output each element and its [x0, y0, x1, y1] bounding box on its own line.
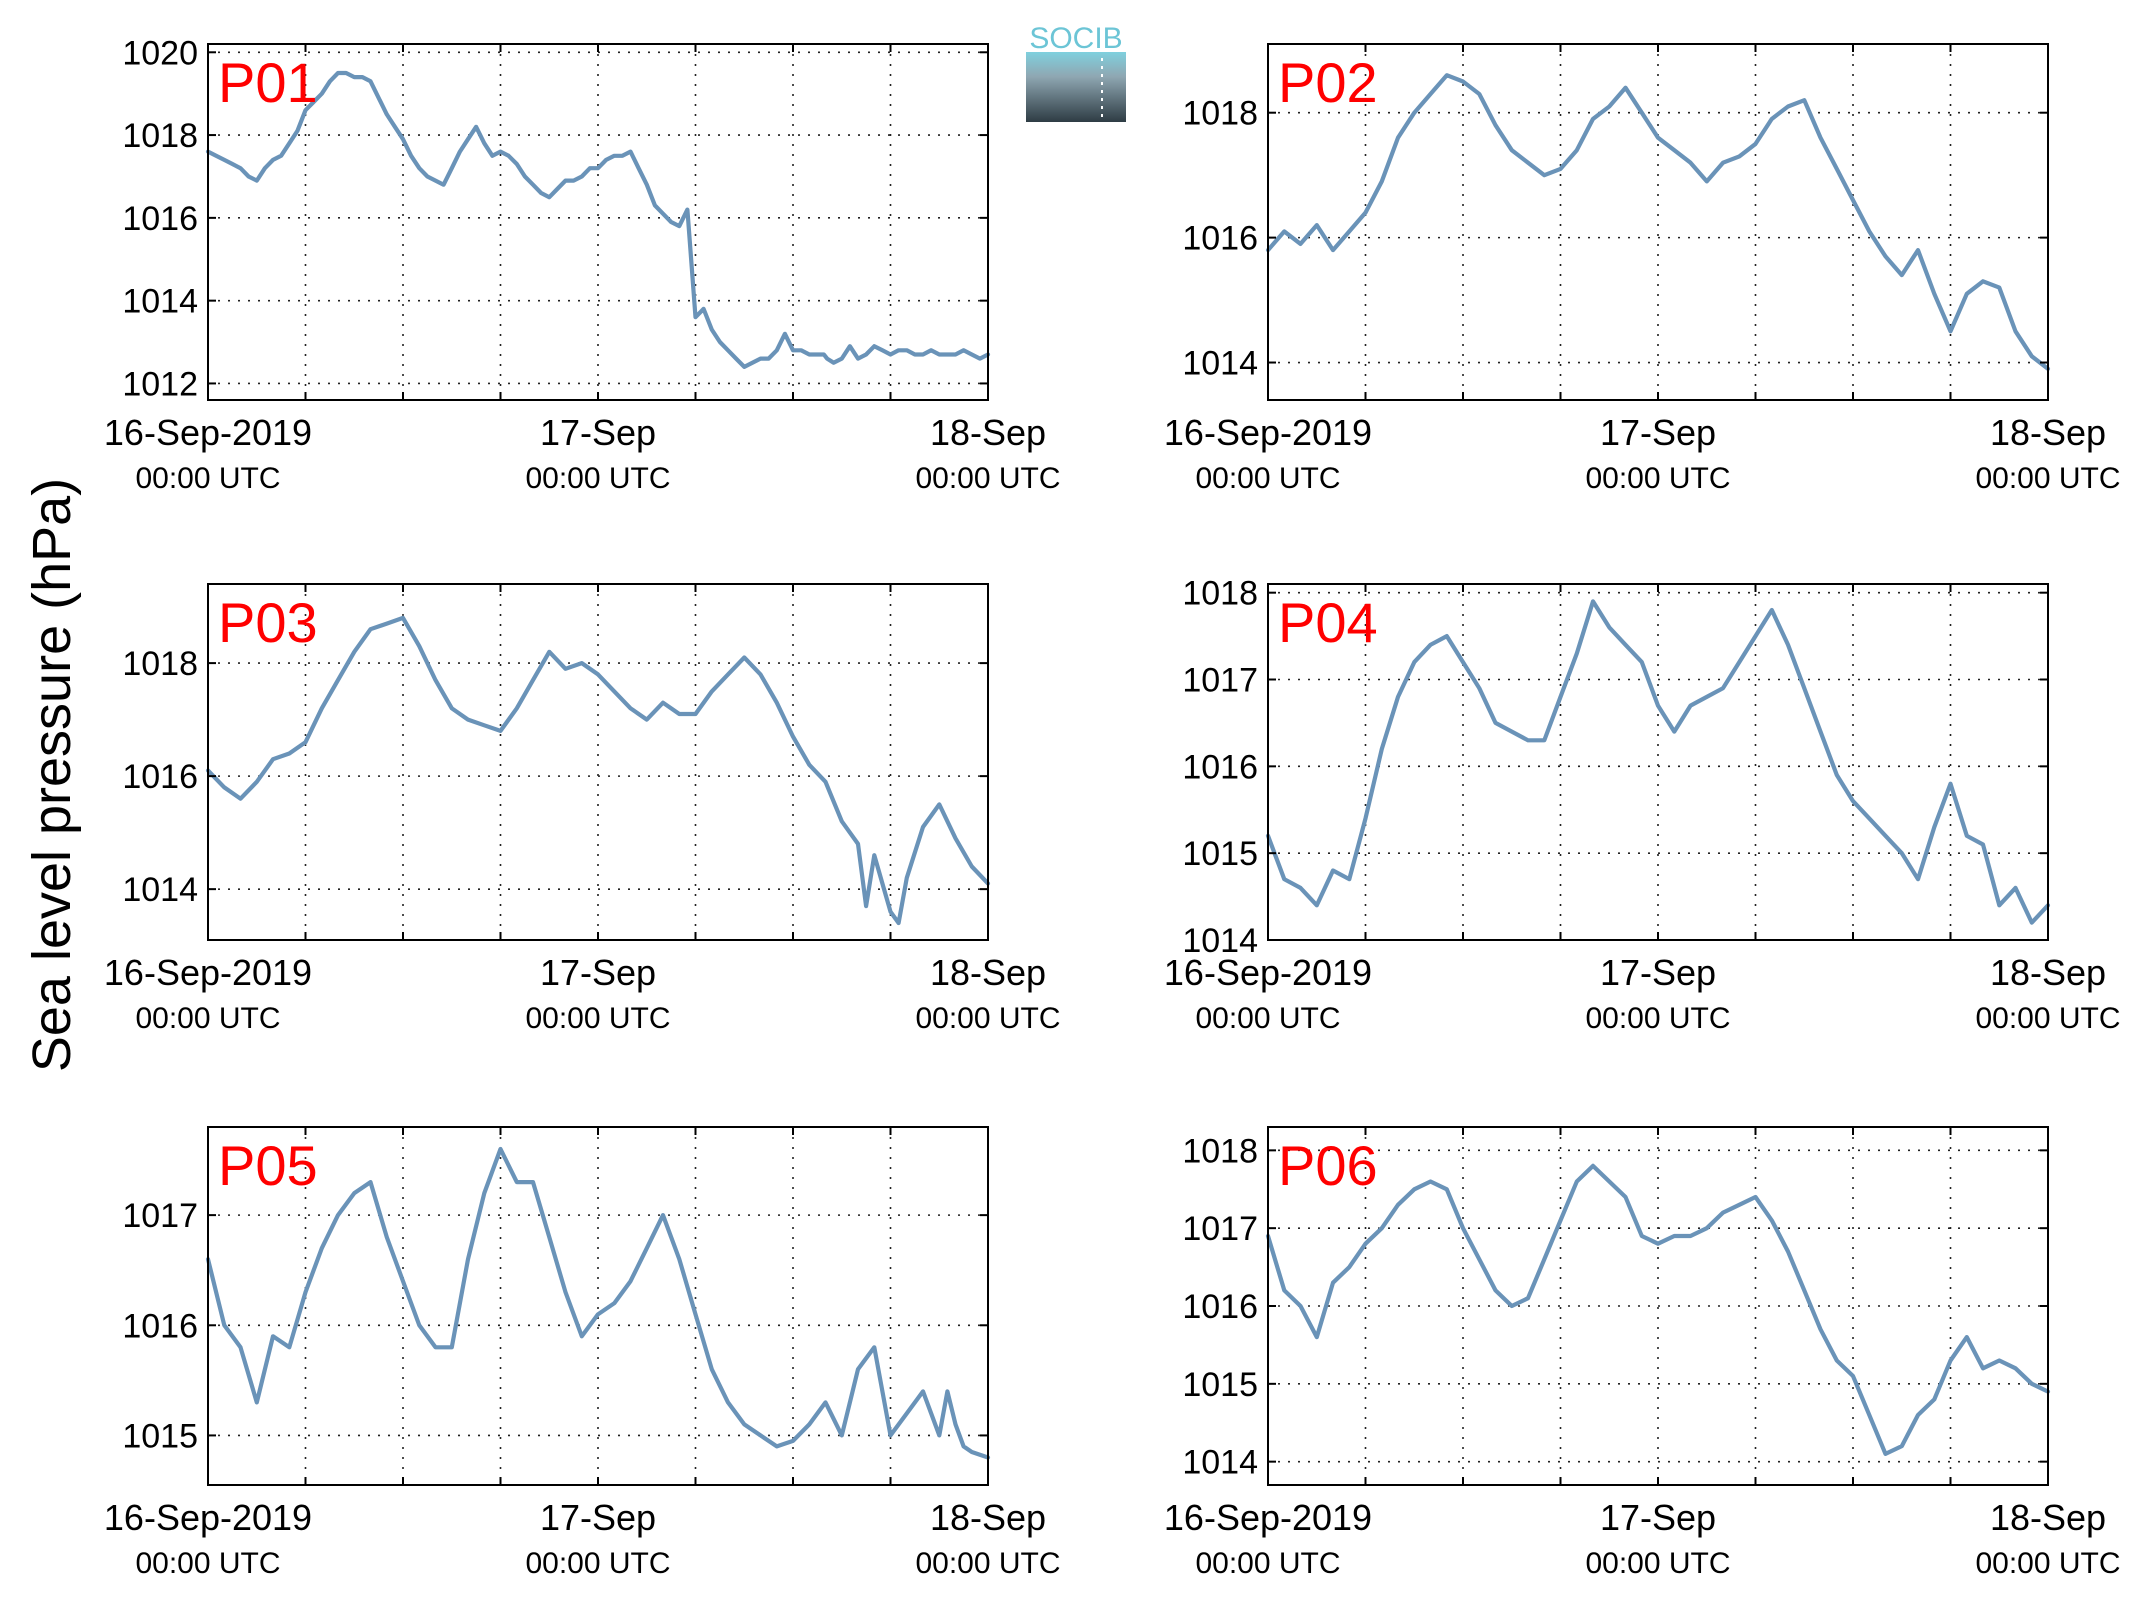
panel-label: P02	[1278, 51, 1378, 114]
y-tick-label: 1018	[1182, 95, 1258, 133]
panel-label: P05	[218, 1134, 318, 1197]
y-tick-label: 1014	[1182, 1444, 1258, 1482]
x-tick-sublabel: 00:00 UTC	[525, 1547, 670, 1580]
x-tick-label: 18-Sep	[930, 952, 1046, 993]
y-tick-label: 1016	[122, 758, 198, 796]
x-tick-label: 16-Sep-2019	[104, 952, 312, 993]
x-tick-label: 16-Sep-2019	[104, 1497, 312, 1538]
x-tick-label: 16-Sep-2019	[1164, 412, 1372, 453]
x-tick-label: 18-Sep	[1990, 1497, 2106, 1538]
x-tick-label: 17-Sep	[540, 1497, 656, 1538]
x-tick-sublabel: 00:00 UTC	[1975, 1547, 2120, 1580]
y-tick-label: 1014	[1182, 922, 1258, 960]
y-axis-label: Sea level pressure (hPa)	[22, 478, 82, 1072]
x-tick-sublabel: 00:00 UTC	[135, 1002, 280, 1035]
panel-label: P03	[218, 591, 318, 654]
y-tick-label: 1017	[1182, 662, 1258, 700]
y-tick-label: 1014	[122, 871, 198, 909]
logo-text: SOCIB	[1029, 22, 1122, 55]
panel-p06: 1014 1015 1016 1017 1018 16-Sep-2019 00:00 UTC…	[1164, 1126, 2121, 1580]
x-tick-sublabel: 00:00 UTC	[1195, 1547, 1340, 1580]
y-tick-label: 1018	[1182, 575, 1258, 613]
x-tick-label: 17-Sep	[1600, 952, 1716, 993]
y-tick-label: 1016	[1182, 220, 1258, 258]
x-tick-sublabel: 00:00 UTC	[1975, 462, 2120, 495]
y-tick-label: 1018	[122, 645, 198, 683]
x-tick-sublabel: 00:00 UTC	[915, 1002, 1060, 1035]
socib-logo: SOCIB	[1026, 22, 1126, 122]
y-tick-label: 1015	[1182, 835, 1258, 873]
x-tick-label: 16-Sep-2019	[104, 412, 312, 453]
y-tick-label: 1014	[1182, 345, 1258, 383]
y-tick-label: 1016	[122, 1307, 198, 1345]
x-tick-label: 16-Sep-2019	[1164, 952, 1372, 993]
x-tick-sublabel: 00:00 UTC	[525, 462, 670, 495]
x-tick-sublabel: 00:00 UTC	[1975, 1002, 2120, 1035]
panel-p03: 1014 1016 1018 16-Sep-2019 00:00 UTC 17-Sep 00…	[104, 583, 1061, 1035]
y-tick-label: 1016	[1182, 748, 1258, 786]
x-tick-label: 16-Sep-2019	[1164, 1497, 1372, 1538]
x-tick-sublabel: 00:00 UTC	[135, 462, 280, 495]
panel-label: P04	[1278, 591, 1378, 654]
x-tick-sublabel: 00:00 UTC	[1585, 462, 1730, 495]
y-tick-label: 1014	[122, 283, 198, 321]
panel-p01: 1012 1014 1016 1018 1020 16-Sep-2019 00:00 UTC…	[104, 34, 1061, 495]
series-line-p06	[1265, 1163, 2051, 1457]
x-tick-label: 17-Sep	[1600, 412, 1716, 453]
y-tick-label: 1016	[122, 200, 198, 238]
panel-label: P06	[1278, 1134, 1378, 1197]
series-line-p01	[205, 70, 991, 369]
x-tick-sublabel: 00:00 UTC	[1195, 1002, 1340, 1035]
series-line-p02	[1265, 73, 2051, 371]
panel-p02: 1014 1016 1018 16-Sep-2019 00:00 UTC 17-Sep 00…	[1164, 43, 2121, 495]
panel-p04: 1014 1015 1016 1017 1018 16-Sep-2019 00:00 UTC…	[1164, 575, 2121, 1035]
x-tick-label: 17-Sep	[540, 412, 656, 453]
y-tick-label: 1015	[1182, 1366, 1258, 1404]
x-tick-sublabel: 00:00 UTC	[525, 1002, 670, 1035]
x-tick-sublabel: 00:00 UTC	[1585, 1002, 1730, 1035]
series-line-p04	[1265, 599, 2051, 925]
panel-p05: 1015 1016 1017 16-Sep-2019 00:00 UTC 17-Sep 00…	[104, 1126, 1061, 1580]
x-tick-sublabel: 00:00 UTC	[1195, 462, 1340, 495]
y-tick-label: 1020	[122, 34, 198, 72]
y-tick-label: 1018	[1182, 1132, 1258, 1170]
x-tick-label: 18-Sep	[1990, 952, 2106, 993]
x-tick-label: 18-Sep	[930, 1497, 1046, 1538]
y-tick-label: 1015	[122, 1417, 198, 1455]
x-tick-sublabel: 00:00 UTC	[915, 462, 1060, 495]
y-tick-label: 1017	[1182, 1210, 1258, 1248]
x-tick-sublabel: 00:00 UTC	[915, 1547, 1060, 1580]
y-tick-label: 1017	[122, 1197, 198, 1235]
y-tick-label: 1018	[122, 117, 198, 155]
x-tick-label: 17-Sep	[1600, 1497, 1716, 1538]
y-tick-label: 1016	[1182, 1288, 1258, 1326]
series-line-p03	[205, 615, 991, 926]
x-tick-label: 18-Sep	[930, 412, 1046, 453]
panel-label: P01	[218, 51, 318, 114]
x-tick-sublabel: 00:00 UTC	[1585, 1547, 1730, 1580]
series-line-p05	[205, 1146, 991, 1460]
x-tick-sublabel: 00:00 UTC	[135, 1547, 280, 1580]
x-tick-label: 17-Sep	[540, 952, 656, 993]
x-tick-label: 18-Sep	[1990, 412, 2106, 453]
y-tick-label: 1012	[122, 365, 198, 403]
